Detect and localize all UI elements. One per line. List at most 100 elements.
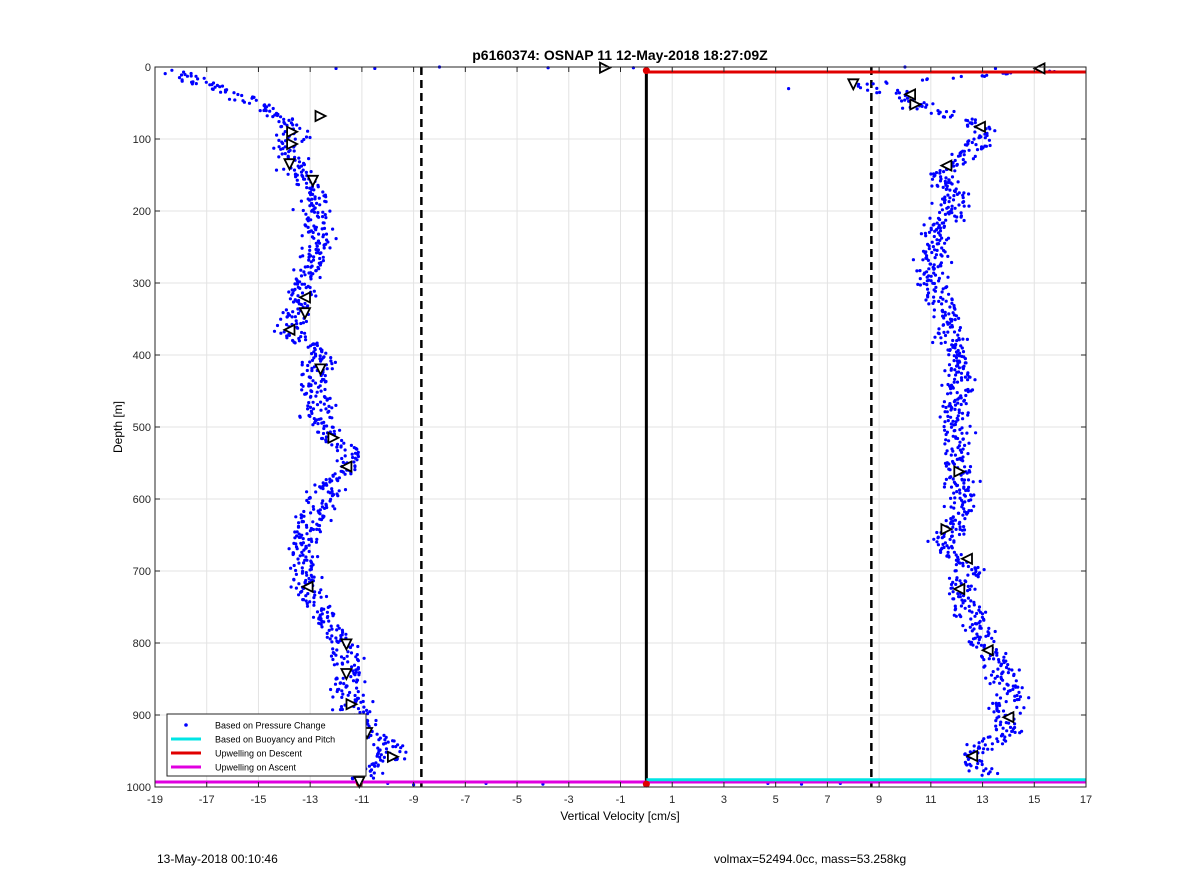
data-point <box>329 624 333 628</box>
data-point <box>950 182 954 186</box>
data-point <box>307 258 311 262</box>
data-point <box>953 518 958 522</box>
data-point <box>962 204 966 208</box>
data-point <box>960 598 964 602</box>
data-point <box>307 543 311 547</box>
data-point <box>926 539 930 544</box>
data-point <box>947 363 952 367</box>
data-point <box>998 723 1003 727</box>
data-point <box>931 102 935 106</box>
data-point <box>995 716 999 720</box>
reference-lines <box>420 67 873 787</box>
data-point <box>311 527 315 532</box>
data-point <box>987 706 991 711</box>
data-point <box>925 254 929 258</box>
data-point <box>350 452 354 456</box>
data-point <box>311 520 315 524</box>
data-point <box>953 377 957 381</box>
data-point <box>241 99 245 103</box>
data-point <box>339 705 344 709</box>
data-point <box>962 486 966 490</box>
data-point <box>313 381 318 385</box>
triangle-marker <box>327 431 341 445</box>
data-point <box>959 376 964 380</box>
data-point <box>329 687 333 692</box>
y-tick-label: 300 <box>133 278 151 290</box>
data-point <box>290 315 294 319</box>
data-point <box>966 488 970 493</box>
data-point <box>952 550 957 554</box>
data-point <box>922 282 926 286</box>
data-point <box>954 420 958 424</box>
data-point <box>306 216 310 220</box>
data-point <box>948 402 952 406</box>
data-point <box>931 223 935 227</box>
data-point <box>1007 667 1011 671</box>
data-point <box>959 371 964 375</box>
data-points <box>163 65 1056 787</box>
data-point <box>306 230 311 234</box>
y-tick-label: 900 <box>133 710 151 722</box>
data-point <box>947 576 952 580</box>
data-point <box>308 198 312 202</box>
data-point <box>943 212 948 216</box>
data-point <box>960 346 964 350</box>
data-point <box>1004 651 1008 656</box>
data-point <box>1015 705 1019 710</box>
data-point <box>927 302 931 306</box>
data-point <box>313 483 317 487</box>
data-point <box>310 575 315 579</box>
data-point <box>232 91 236 95</box>
triangle-marker <box>283 158 296 172</box>
data-point <box>316 385 321 389</box>
data-point <box>308 405 313 409</box>
data-point <box>932 174 936 178</box>
data-point <box>220 84 225 88</box>
data-point <box>301 520 305 524</box>
data-point <box>1013 698 1017 703</box>
data-point <box>190 82 194 86</box>
data-point <box>952 462 957 466</box>
data-point <box>302 509 306 514</box>
data-point <box>969 389 973 393</box>
data-point <box>299 170 304 174</box>
data-point <box>925 279 929 283</box>
data-point <box>320 227 324 231</box>
y-tick-label: 0 <box>145 62 151 74</box>
data-point <box>961 437 965 441</box>
data-point <box>330 425 334 429</box>
data-point <box>929 262 933 266</box>
data-point <box>312 600 316 604</box>
data-point <box>993 629 997 634</box>
data-point <box>944 405 948 410</box>
data-point <box>331 504 335 508</box>
data-point <box>320 436 324 441</box>
data-point <box>918 269 922 273</box>
data-point <box>345 654 349 658</box>
data-point <box>931 301 935 305</box>
data-point <box>966 413 970 417</box>
data-point <box>325 635 329 639</box>
data-point <box>316 430 320 434</box>
data-point <box>288 297 292 301</box>
data-point <box>936 109 940 113</box>
data-point <box>944 286 948 290</box>
data-point <box>367 764 371 768</box>
data-point <box>301 254 305 258</box>
data-point <box>321 259 325 263</box>
data-point <box>374 723 378 727</box>
data-point <box>983 743 987 747</box>
data-point <box>340 707 344 712</box>
data-point <box>966 378 970 382</box>
data-point <box>938 171 942 175</box>
data-point <box>315 244 319 248</box>
data-point <box>290 293 294 297</box>
data-point <box>954 569 958 573</box>
data-point <box>957 522 961 526</box>
x-tick-label: 13 <box>976 794 988 806</box>
data-point <box>335 442 340 446</box>
data-point <box>300 234 304 238</box>
data-point <box>964 402 968 406</box>
data-point <box>957 410 961 415</box>
data-point <box>960 528 965 532</box>
